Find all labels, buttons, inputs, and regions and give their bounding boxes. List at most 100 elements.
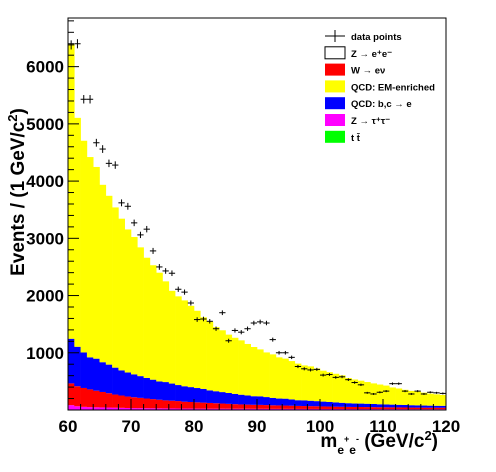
bar-3-24	[219, 392, 226, 404]
bar-3-15	[162, 382, 170, 401]
bar-4-36	[294, 363, 302, 401]
bar-2-36	[294, 405, 302, 409]
axis-tick-labels: 60 70 80 90 100 110 120 1000 2000 3000 4000 5000 600…	[26, 58, 460, 436]
bar-1-36	[294, 408, 302, 410]
bar-2-6	[105, 393, 113, 408]
bar-1-16	[168, 408, 176, 410]
data-point-45	[351, 381, 358, 384]
bar-1-18	[181, 408, 188, 410]
bar-3-14	[156, 381, 163, 400]
bar-4-13	[149, 265, 157, 380]
data-point-13	[149, 247, 157, 254]
data-point-39	[313, 367, 320, 371]
bar-4-7	[112, 207, 119, 368]
bar-2-37	[301, 406, 308, 409]
bar-4-35	[288, 361, 296, 400]
bar-2-2	[80, 387, 88, 407]
bar-3-47	[364, 403, 371, 408]
bar-4-11	[137, 247, 144, 377]
y-tick-label-2: 3000	[26, 229, 64, 248]
bar-1-4	[93, 407, 100, 410]
bar-1-53	[401, 409, 409, 410]
bar-2-21	[200, 402, 207, 409]
bar-4-38	[307, 366, 314, 401]
bar-3-9	[124, 372, 132, 397]
legend-label-1: Z → e⁺e⁻	[351, 49, 392, 60]
bar-2-17	[175, 401, 182, 409]
data-point-43	[338, 375, 346, 379]
bar-2-39	[313, 406, 321, 409]
bar-1-30	[257, 408, 264, 410]
bar-3-26	[231, 393, 239, 405]
bar-1-41	[326, 408, 333, 410]
legend-entry-3: QCD: EM-enriched	[325, 80, 435, 93]
bar-2-23	[212, 403, 220, 409]
x-axis-title: me+e- (GeV/c2)	[320, 428, 438, 458]
bar-2-24	[219, 403, 226, 409]
bar-1-9	[124, 407, 132, 410]
legend-entry-4: QCD: b,c → e	[325, 97, 412, 110]
bar-3-27	[238, 394, 245, 405]
data-point-31	[263, 320, 270, 326]
bar-2-8	[118, 395, 125, 408]
bar-2-31	[263, 405, 270, 409]
bar-4-10	[131, 237, 138, 375]
bar-2-5	[99, 391, 107, 408]
bar-1-14	[156, 408, 163, 410]
bar-3-52	[395, 404, 403, 408]
data-point-27	[238, 330, 245, 335]
bar-4-25	[225, 334, 233, 394]
bar-2-25	[225, 403, 233, 409]
bar-2-19	[187, 401, 195, 409]
data-point-58	[433, 391, 440, 394]
y-tick-label-5: 6000	[26, 58, 64, 77]
data-point-28	[244, 326, 251, 331]
y-tick-label-1: 2000	[26, 287, 64, 306]
bar-2-43	[338, 406, 346, 409]
bar-1-24	[219, 408, 226, 410]
bar-4-4	[93, 166, 100, 359]
bar-1-7	[112, 407, 119, 410]
bar-2-22	[206, 402, 214, 409]
bar-4-37	[301, 365, 308, 401]
bar-2-49	[376, 407, 384, 410]
bar-2-26	[231, 404, 239, 409]
data-point-24	[219, 310, 226, 316]
data-point-3	[86, 95, 94, 104]
bar-2-54	[408, 407, 415, 410]
bar-2-16	[168, 400, 176, 409]
bar-2-10	[131, 397, 138, 409]
data-point-2	[80, 95, 87, 104]
bar-1-0	[68, 405, 75, 410]
data-point-11	[137, 231, 144, 239]
bar-1-10	[131, 408, 138, 410]
data-point-50	[383, 390, 390, 393]
y-tick-label-0: 1000	[26, 344, 64, 363]
bar-3-31	[263, 397, 270, 406]
bar-2-12	[143, 398, 151, 409]
bar-2-3	[86, 389, 94, 408]
bar-4-20	[194, 310, 201, 389]
data-point-17	[175, 286, 182, 292]
data-point-51	[389, 382, 396, 385]
data-point-42	[332, 376, 339, 379]
bar-1-27	[238, 408, 245, 410]
data-point-57	[427, 391, 434, 394]
bar-4-19	[187, 305, 195, 388]
bar-1-44	[345, 409, 352, 410]
bar-4-18	[181, 300, 188, 387]
bar-3-23	[212, 391, 220, 404]
data-point-6	[105, 159, 113, 168]
bar-1-22	[206, 408, 214, 410]
data-point-4	[93, 138, 100, 147]
data-point-10	[131, 219, 138, 227]
bar-3-58	[433, 405, 440, 408]
bar-2-9	[124, 396, 132, 408]
bar-3-30	[257, 396, 264, 405]
bar-2-53	[401, 407, 409, 410]
bar-1-52	[395, 409, 403, 410]
data-point-16	[168, 270, 176, 277]
bar-4-46	[357, 380, 365, 404]
bar-3-38	[307, 400, 314, 407]
bar-1-23	[212, 408, 220, 410]
